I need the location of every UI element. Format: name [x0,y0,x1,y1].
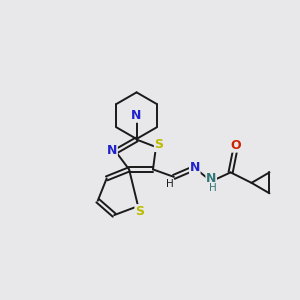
Text: N: N [131,109,142,122]
Text: N: N [190,161,200,174]
Text: H: H [166,179,173,189]
Text: O: O [230,139,241,152]
Text: N: N [206,172,216,185]
Text: S: S [135,205,144,218]
Text: S: S [154,138,164,152]
Text: N: N [107,143,117,157]
Text: H: H [209,183,217,193]
